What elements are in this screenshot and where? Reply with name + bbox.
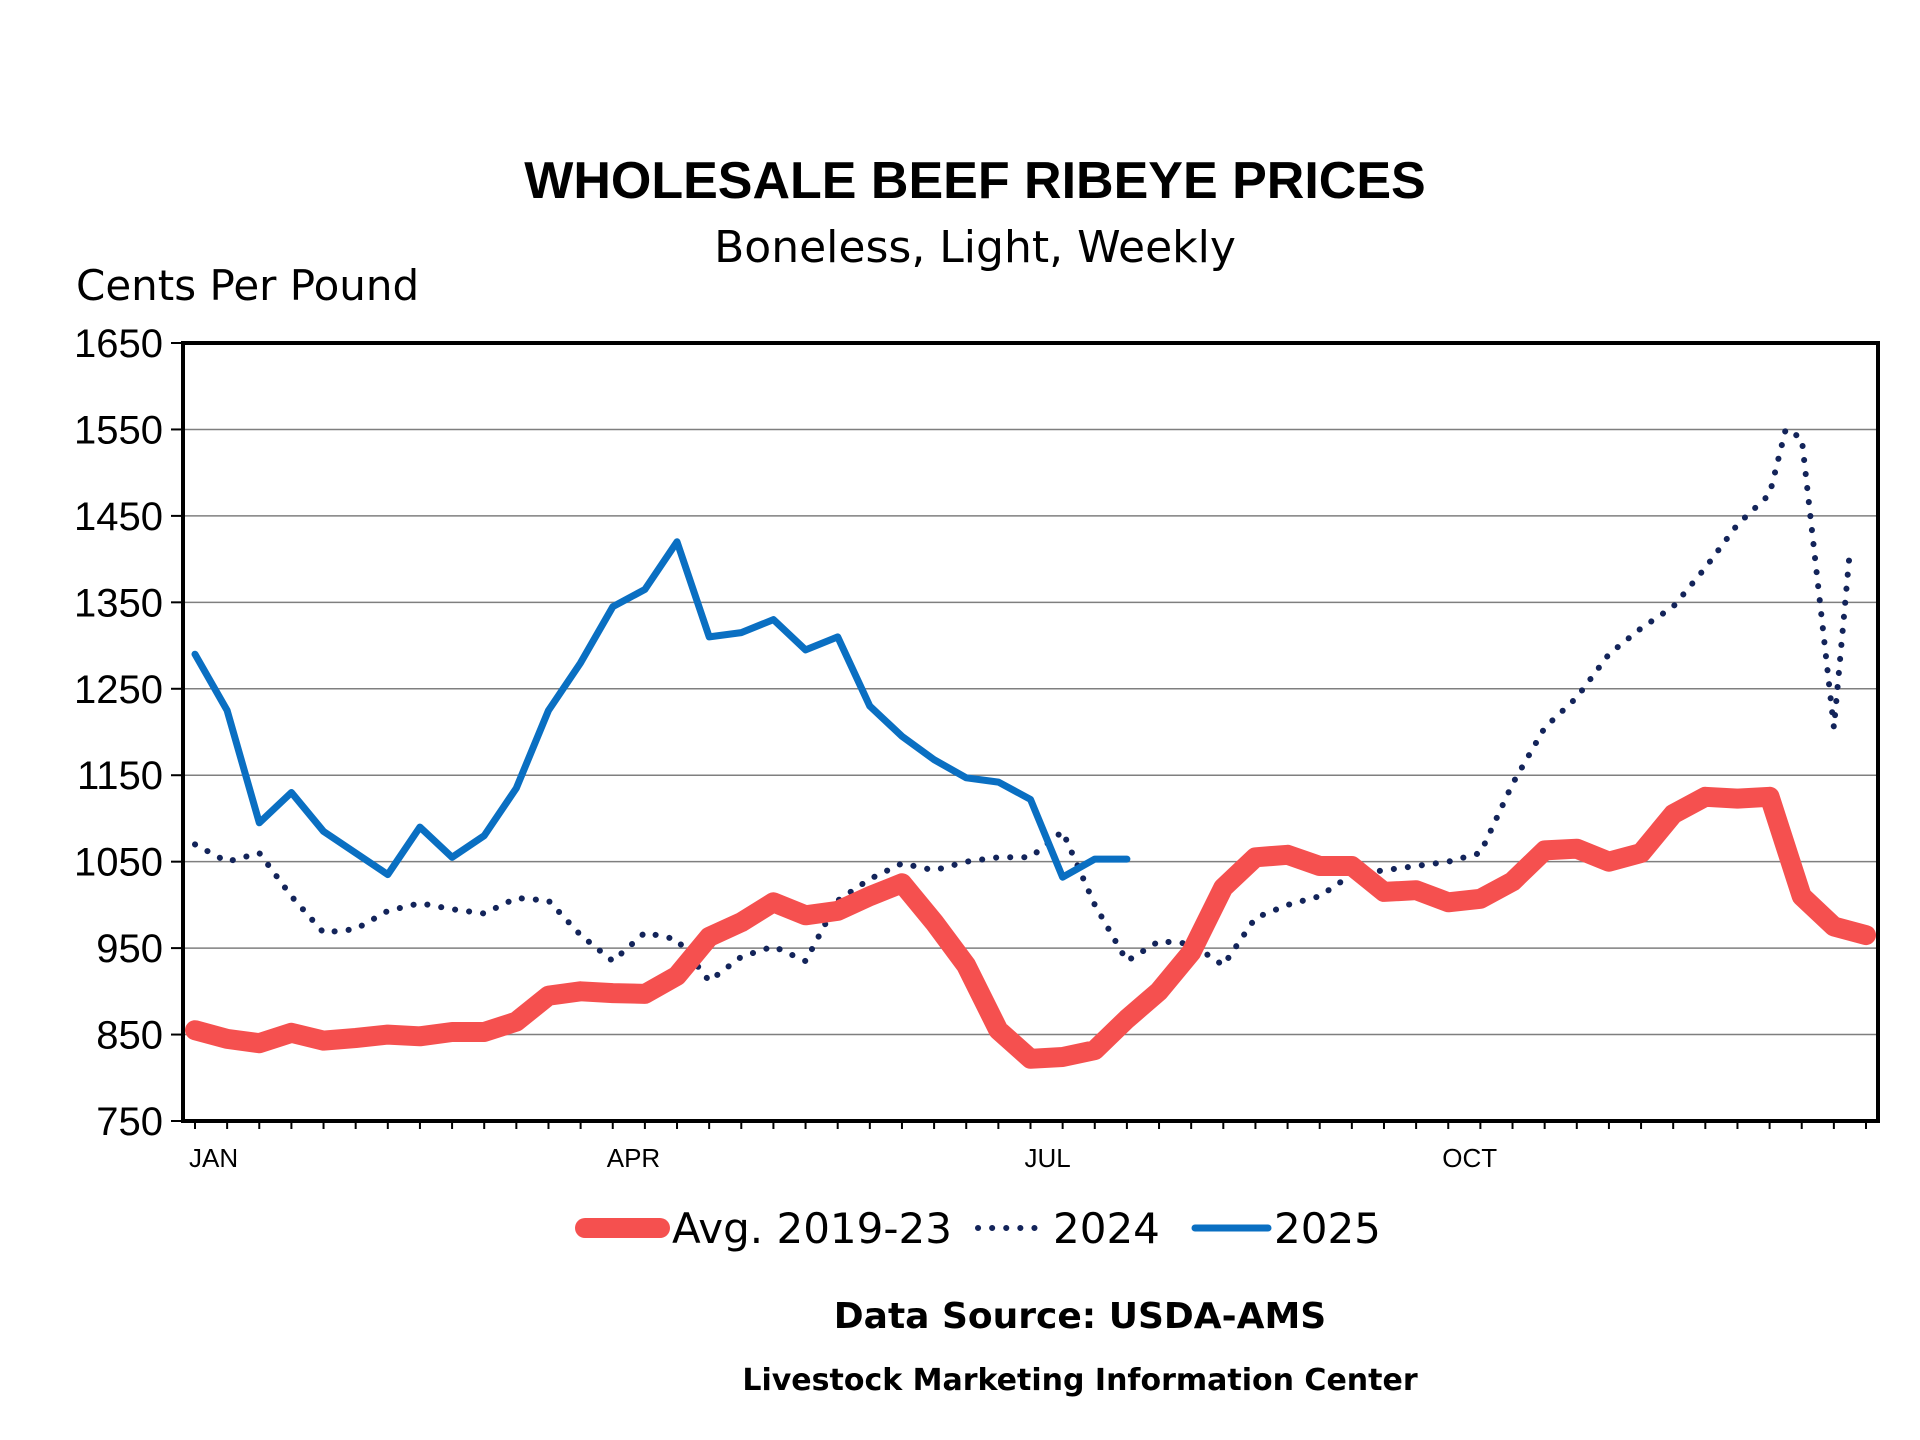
chart-title: WHOLESALE BEEF RIBEYE PRICES [524,152,1425,210]
y-tick-label: 850 [96,1014,163,1058]
y-tick-label: 1550 [74,408,163,452]
series-line-2024 [192,426,1853,984]
y-tick-label: 950 [96,927,163,971]
series-lines [185,426,1876,1069]
legend-label-2024: 2024 [1053,1204,1160,1253]
y-axis-label: Cents Per Pound [76,261,419,310]
y-tick-label: 1350 [74,581,163,625]
legend-label-avg: Avg. 2019-23 [672,1204,952,1253]
chart-subtitle: Boneless, Light, Weekly [714,222,1236,273]
x-tick-label: OCT [1442,1143,1497,1173]
x-tick-label: APR [607,1143,660,1173]
y-tick-label: 1150 [77,754,163,798]
series-line-2025 [191,538,1131,881]
data-source-note: Data Source: USDA-AMS [834,1296,1326,1337]
gridlines [183,428,1878,1036]
y-tick-label: 1450 [74,495,163,539]
plot-area-border [181,341,1880,1123]
series-line-avg-2019-23 [185,786,1876,1069]
y-tick-label: 1050 [74,841,163,885]
y-tick-label: 1650 [74,322,163,366]
y-tick-label: 1250 [74,668,163,712]
x-tick-label: JUL [1025,1143,1071,1173]
legend: Avg. 2019-23 2024 2025 [575,1204,1381,1253]
x-tick-label: JAN [189,1143,238,1173]
y-axis-ticks: 750 850 950 1050 1150 1250 1350 1450 1550 1650 [74,322,183,1144]
legend-label-2025: 2025 [1274,1204,1381,1253]
y-tick-label: 750 [96,1100,163,1144]
x-axis-ticks: JAN APR JUL OCT [189,1121,1867,1173]
credit-note: Livestock Marketing Information Center [742,1363,1417,1398]
